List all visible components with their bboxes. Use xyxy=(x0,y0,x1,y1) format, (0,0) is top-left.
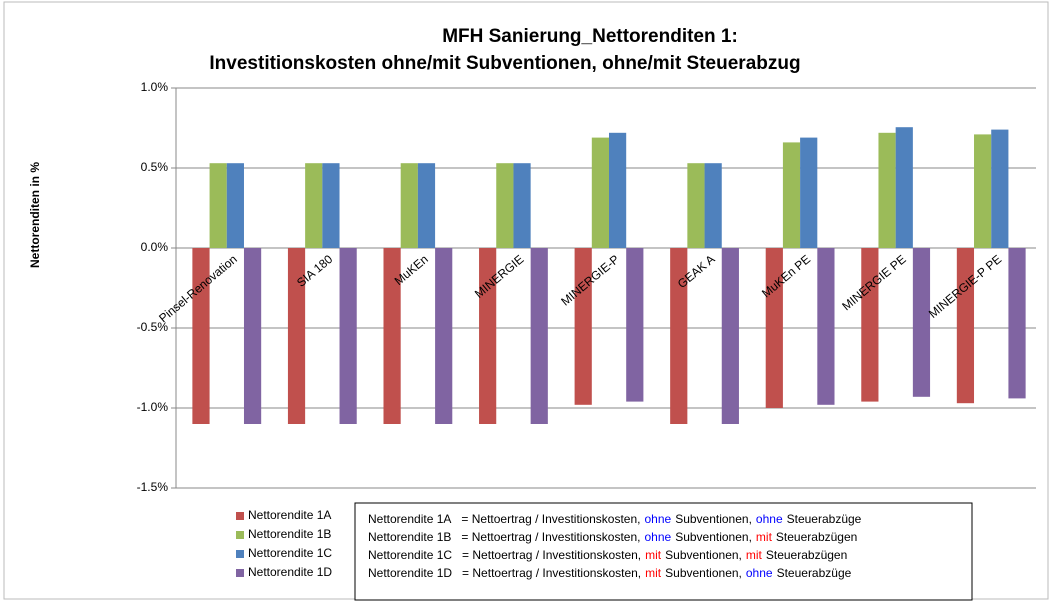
bar xyxy=(400,163,418,248)
note-part: ohne xyxy=(746,566,773,580)
note-part: ohne xyxy=(644,530,671,544)
legend-swatch xyxy=(236,531,244,539)
bar xyxy=(817,248,835,405)
legend-label: Nettorendite 1B xyxy=(248,527,331,541)
bar xyxy=(496,163,514,248)
note-part: mit xyxy=(645,566,662,580)
note-part: Subventionen, xyxy=(675,530,752,544)
note-line: Nettorendite 1C = Nettoertrag / Investiti… xyxy=(368,548,847,562)
bar xyxy=(243,248,262,424)
note-part: Steuerabzügen xyxy=(776,530,857,544)
bar xyxy=(530,248,548,424)
bar xyxy=(687,163,705,248)
legend-swatch xyxy=(236,512,244,520)
bar xyxy=(878,132,896,248)
note-part: Nettorendite 1D xyxy=(368,566,452,580)
bar xyxy=(609,132,627,248)
bar xyxy=(800,137,818,248)
note-part: Nettorendite 1A xyxy=(368,512,451,526)
note-part: Nettorendite 1C xyxy=(368,548,452,562)
note-part: = Nettoertrag / Investitionskosten, xyxy=(462,548,641,562)
legend-label: Nettorendite 1D xyxy=(248,565,332,579)
bar xyxy=(322,163,340,248)
note-part: = Nettoertrag / Investitionskosten, xyxy=(461,530,640,544)
legend-label: Nettorendite 1C xyxy=(248,546,332,560)
bar xyxy=(192,248,210,424)
legend-swatch xyxy=(236,550,244,558)
y-tick-label: -1.0% xyxy=(137,400,169,414)
note-part: Steuerabzüge xyxy=(777,566,852,580)
legend-label: Nettorendite 1A xyxy=(248,508,331,522)
bar xyxy=(574,248,592,405)
y-tick-label: -1.5% xyxy=(137,480,169,494)
bar xyxy=(479,248,497,424)
y-tick-label: 0.0% xyxy=(141,240,169,254)
note-part: mit xyxy=(746,548,763,562)
bar xyxy=(895,127,913,248)
note-part: Subventionen, xyxy=(665,566,742,580)
bar xyxy=(721,248,739,424)
y-tick-label: 1.0% xyxy=(141,80,169,94)
notes-box xyxy=(354,502,973,601)
bar xyxy=(339,248,357,424)
bar xyxy=(782,142,801,248)
bar xyxy=(435,248,453,424)
bar xyxy=(956,248,975,404)
bar xyxy=(765,248,783,408)
bar xyxy=(305,163,323,248)
note-part: = Nettoertrag / Investitionskosten, xyxy=(461,512,640,526)
bar xyxy=(591,137,609,248)
note-part: mit xyxy=(645,548,662,562)
bar xyxy=(704,163,722,248)
bar xyxy=(974,134,992,248)
bar xyxy=(861,248,879,402)
note-line: Nettorendite 1A = Nettoertrag / Investiti… xyxy=(368,512,862,526)
bar xyxy=(226,163,244,248)
bar xyxy=(383,248,401,424)
legend-swatch xyxy=(236,569,244,577)
bar xyxy=(670,248,688,424)
note-part: Nettorendite 1B xyxy=(368,530,451,544)
bar xyxy=(912,248,931,397)
bar xyxy=(417,163,436,248)
note-part: ohne xyxy=(756,512,783,526)
note-part: Subventionen, xyxy=(665,548,742,562)
chart-title: MFH Sanierung_Nettorenditen 1: xyxy=(442,26,738,47)
y-axis-label: Nettorenditen in % xyxy=(28,162,42,268)
bar xyxy=(626,248,644,402)
y-tick-label: 0.5% xyxy=(141,160,169,174)
chart-subtitle: Investitionskosten ohne/mit Subventionen… xyxy=(209,53,800,74)
y-tick-label: -0.5% xyxy=(137,320,169,334)
bar xyxy=(209,163,227,248)
note-line: Nettorendite 1B = Nettoertrag / Investiti… xyxy=(368,530,857,544)
note-part: Steuerabzügen xyxy=(766,548,847,562)
note-line: Nettorendite 1D = Nettoertrag / Investiti… xyxy=(368,566,852,580)
note-part: ohne xyxy=(644,512,671,526)
note-part: Subventionen, xyxy=(675,512,752,526)
note-part: = Nettoertrag / Investitionskosten, xyxy=(462,566,641,580)
bar xyxy=(513,163,531,248)
note-part: Steuerabzüge xyxy=(787,512,862,526)
bar xyxy=(1008,248,1026,399)
bar xyxy=(287,248,306,424)
bar xyxy=(991,129,1009,248)
note-part: mit xyxy=(756,530,773,544)
